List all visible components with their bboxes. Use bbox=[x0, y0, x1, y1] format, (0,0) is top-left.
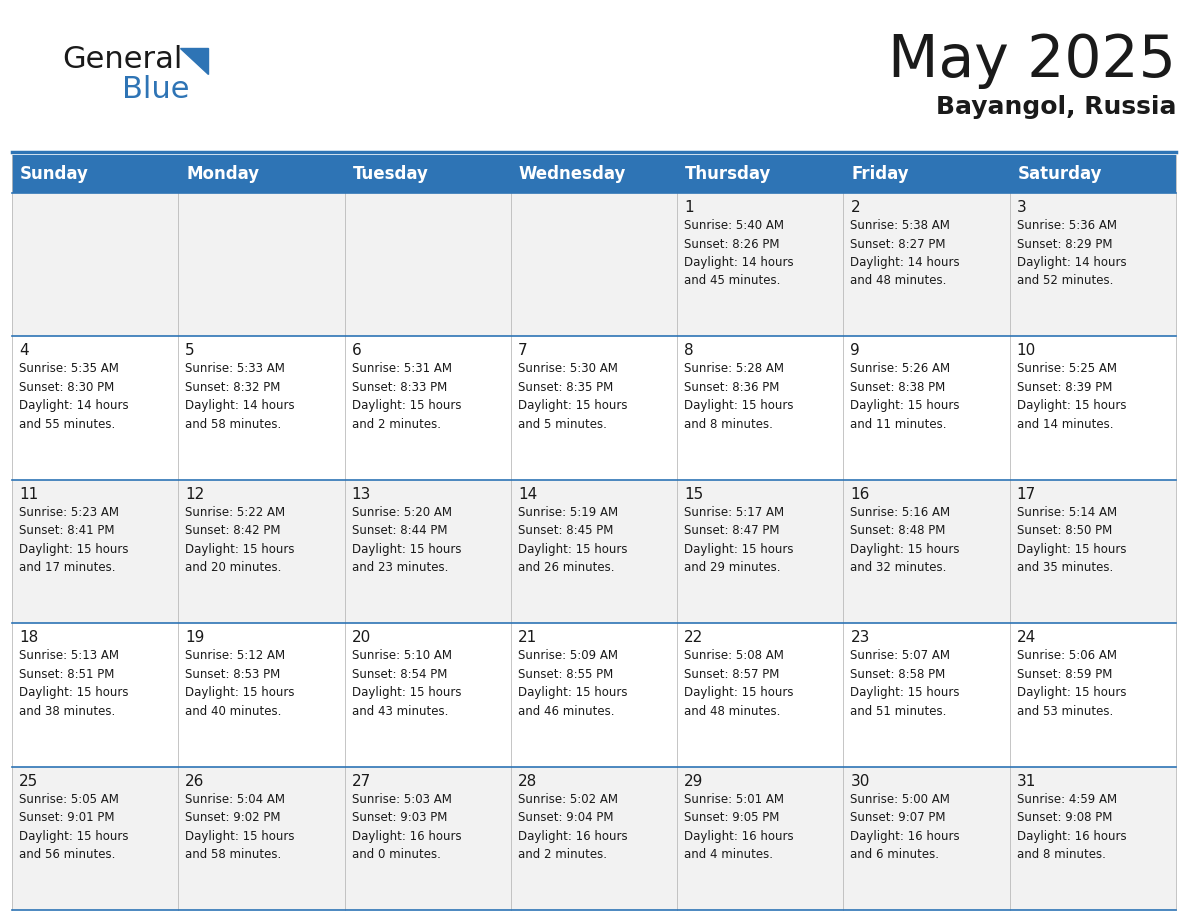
Text: Sunrise: 5:12 AM
Sunset: 8:53 PM
Daylight: 15 hours
and 40 minutes.: Sunrise: 5:12 AM Sunset: 8:53 PM Dayligh… bbox=[185, 649, 295, 718]
Text: 18: 18 bbox=[19, 630, 38, 645]
Text: Saturday: Saturday bbox=[1018, 165, 1102, 183]
Text: 27: 27 bbox=[352, 774, 371, 789]
Bar bbox=[12, 336, 1176, 480]
Text: 6: 6 bbox=[352, 343, 361, 358]
Text: Sunrise: 5:06 AM
Sunset: 8:59 PM
Daylight: 15 hours
and 53 minutes.: Sunrise: 5:06 AM Sunset: 8:59 PM Dayligh… bbox=[1017, 649, 1126, 718]
Text: Sunrise: 5:23 AM
Sunset: 8:41 PM
Daylight: 15 hours
and 17 minutes.: Sunrise: 5:23 AM Sunset: 8:41 PM Dayligh… bbox=[19, 506, 128, 575]
Text: Sunrise: 5:08 AM
Sunset: 8:57 PM
Daylight: 15 hours
and 48 minutes.: Sunrise: 5:08 AM Sunset: 8:57 PM Dayligh… bbox=[684, 649, 794, 718]
Text: Sunrise: 5:28 AM
Sunset: 8:36 PM
Daylight: 15 hours
and 8 minutes.: Sunrise: 5:28 AM Sunset: 8:36 PM Dayligh… bbox=[684, 363, 794, 431]
Text: 15: 15 bbox=[684, 487, 703, 502]
Text: 30: 30 bbox=[851, 774, 870, 789]
Text: 4: 4 bbox=[19, 343, 29, 358]
Text: Sunrise: 4:59 AM
Sunset: 9:08 PM
Daylight: 16 hours
and 8 minutes.: Sunrise: 4:59 AM Sunset: 9:08 PM Dayligh… bbox=[1017, 792, 1126, 861]
Text: 3: 3 bbox=[1017, 200, 1026, 215]
Polygon shape bbox=[181, 48, 208, 74]
Text: Sunrise: 5:13 AM
Sunset: 8:51 PM
Daylight: 15 hours
and 38 minutes.: Sunrise: 5:13 AM Sunset: 8:51 PM Dayligh… bbox=[19, 649, 128, 718]
Text: 13: 13 bbox=[352, 487, 371, 502]
Text: 10: 10 bbox=[1017, 343, 1036, 358]
Text: Blue: Blue bbox=[122, 75, 190, 104]
Text: Sunrise: 5:02 AM
Sunset: 9:04 PM
Daylight: 16 hours
and 2 minutes.: Sunrise: 5:02 AM Sunset: 9:04 PM Dayligh… bbox=[518, 792, 627, 861]
Bar bbox=[12, 155, 1176, 193]
Text: Sunrise: 5:04 AM
Sunset: 9:02 PM
Daylight: 15 hours
and 58 minutes.: Sunrise: 5:04 AM Sunset: 9:02 PM Dayligh… bbox=[185, 792, 295, 861]
Text: 9: 9 bbox=[851, 343, 860, 358]
Text: Bayangol, Russia: Bayangol, Russia bbox=[935, 95, 1176, 119]
Text: Sunrise: 5:07 AM
Sunset: 8:58 PM
Daylight: 15 hours
and 51 minutes.: Sunrise: 5:07 AM Sunset: 8:58 PM Dayligh… bbox=[851, 649, 960, 718]
Text: 5: 5 bbox=[185, 343, 195, 358]
Text: 11: 11 bbox=[19, 487, 38, 502]
Text: 29: 29 bbox=[684, 774, 703, 789]
Text: Sunrise: 5:26 AM
Sunset: 8:38 PM
Daylight: 15 hours
and 11 minutes.: Sunrise: 5:26 AM Sunset: 8:38 PM Dayligh… bbox=[851, 363, 960, 431]
Text: Friday: Friday bbox=[852, 165, 909, 183]
Text: Sunrise: 5:30 AM
Sunset: 8:35 PM
Daylight: 15 hours
and 5 minutes.: Sunrise: 5:30 AM Sunset: 8:35 PM Dayligh… bbox=[518, 363, 627, 431]
Text: Sunrise: 5:33 AM
Sunset: 8:32 PM
Daylight: 14 hours
and 58 minutes.: Sunrise: 5:33 AM Sunset: 8:32 PM Dayligh… bbox=[185, 363, 295, 431]
Text: 8: 8 bbox=[684, 343, 694, 358]
Text: Sunrise: 5:14 AM
Sunset: 8:50 PM
Daylight: 15 hours
and 35 minutes.: Sunrise: 5:14 AM Sunset: 8:50 PM Dayligh… bbox=[1017, 506, 1126, 575]
Text: 26: 26 bbox=[185, 774, 204, 789]
Text: 17: 17 bbox=[1017, 487, 1036, 502]
Bar bbox=[12, 767, 1176, 910]
Text: Sunrise: 5:31 AM
Sunset: 8:33 PM
Daylight: 15 hours
and 2 minutes.: Sunrise: 5:31 AM Sunset: 8:33 PM Dayligh… bbox=[352, 363, 461, 431]
Text: 28: 28 bbox=[518, 774, 537, 789]
Text: 24: 24 bbox=[1017, 630, 1036, 645]
Text: Tuesday: Tuesday bbox=[353, 165, 429, 183]
Bar bbox=[12, 480, 1176, 623]
Text: General: General bbox=[62, 45, 183, 74]
Text: Sunrise: 5:03 AM
Sunset: 9:03 PM
Daylight: 16 hours
and 0 minutes.: Sunrise: 5:03 AM Sunset: 9:03 PM Dayligh… bbox=[352, 792, 461, 861]
Text: 14: 14 bbox=[518, 487, 537, 502]
Text: Sunrise: 5:17 AM
Sunset: 8:47 PM
Daylight: 15 hours
and 29 minutes.: Sunrise: 5:17 AM Sunset: 8:47 PM Dayligh… bbox=[684, 506, 794, 575]
Bar bbox=[12, 193, 1176, 336]
Text: Wednesday: Wednesday bbox=[519, 165, 626, 183]
Text: Sunrise: 5:35 AM
Sunset: 8:30 PM
Daylight: 14 hours
and 55 minutes.: Sunrise: 5:35 AM Sunset: 8:30 PM Dayligh… bbox=[19, 363, 128, 431]
Text: 16: 16 bbox=[851, 487, 870, 502]
Text: May 2025: May 2025 bbox=[889, 32, 1176, 89]
Text: Sunrise: 5:10 AM
Sunset: 8:54 PM
Daylight: 15 hours
and 43 minutes.: Sunrise: 5:10 AM Sunset: 8:54 PM Dayligh… bbox=[352, 649, 461, 718]
Text: 25: 25 bbox=[19, 774, 38, 789]
Text: 31: 31 bbox=[1017, 774, 1036, 789]
Text: 7: 7 bbox=[518, 343, 527, 358]
Text: 21: 21 bbox=[518, 630, 537, 645]
Text: Sunrise: 5:16 AM
Sunset: 8:48 PM
Daylight: 15 hours
and 32 minutes.: Sunrise: 5:16 AM Sunset: 8:48 PM Dayligh… bbox=[851, 506, 960, 575]
Text: 1: 1 bbox=[684, 200, 694, 215]
Text: Sunrise: 5:05 AM
Sunset: 9:01 PM
Daylight: 15 hours
and 56 minutes.: Sunrise: 5:05 AM Sunset: 9:01 PM Dayligh… bbox=[19, 792, 128, 861]
Text: Monday: Monday bbox=[187, 165, 259, 183]
Text: 23: 23 bbox=[851, 630, 870, 645]
Text: 12: 12 bbox=[185, 487, 204, 502]
Text: Sunrise: 5:19 AM
Sunset: 8:45 PM
Daylight: 15 hours
and 26 minutes.: Sunrise: 5:19 AM Sunset: 8:45 PM Dayligh… bbox=[518, 506, 627, 575]
Text: Sunrise: 5:20 AM
Sunset: 8:44 PM
Daylight: 15 hours
and 23 minutes.: Sunrise: 5:20 AM Sunset: 8:44 PM Dayligh… bbox=[352, 506, 461, 575]
Bar bbox=[12, 623, 1176, 767]
Text: 22: 22 bbox=[684, 630, 703, 645]
Text: 2: 2 bbox=[851, 200, 860, 215]
Text: 19: 19 bbox=[185, 630, 204, 645]
Text: 20: 20 bbox=[352, 630, 371, 645]
Text: Sunrise: 5:00 AM
Sunset: 9:07 PM
Daylight: 16 hours
and 6 minutes.: Sunrise: 5:00 AM Sunset: 9:07 PM Dayligh… bbox=[851, 792, 960, 861]
Text: Thursday: Thursday bbox=[685, 165, 771, 183]
Text: Sunrise: 5:36 AM
Sunset: 8:29 PM
Daylight: 14 hours
and 52 minutes.: Sunrise: 5:36 AM Sunset: 8:29 PM Dayligh… bbox=[1017, 219, 1126, 287]
Text: Sunrise: 5:25 AM
Sunset: 8:39 PM
Daylight: 15 hours
and 14 minutes.: Sunrise: 5:25 AM Sunset: 8:39 PM Dayligh… bbox=[1017, 363, 1126, 431]
Text: Sunrise: 5:09 AM
Sunset: 8:55 PM
Daylight: 15 hours
and 46 minutes.: Sunrise: 5:09 AM Sunset: 8:55 PM Dayligh… bbox=[518, 649, 627, 718]
Text: Sunrise: 5:40 AM
Sunset: 8:26 PM
Daylight: 14 hours
and 45 minutes.: Sunrise: 5:40 AM Sunset: 8:26 PM Dayligh… bbox=[684, 219, 794, 287]
Text: Sunrise: 5:22 AM
Sunset: 8:42 PM
Daylight: 15 hours
and 20 minutes.: Sunrise: 5:22 AM Sunset: 8:42 PM Dayligh… bbox=[185, 506, 295, 575]
Text: Sunrise: 5:01 AM
Sunset: 9:05 PM
Daylight: 16 hours
and 4 minutes.: Sunrise: 5:01 AM Sunset: 9:05 PM Dayligh… bbox=[684, 792, 794, 861]
Text: Sunrise: 5:38 AM
Sunset: 8:27 PM
Daylight: 14 hours
and 48 minutes.: Sunrise: 5:38 AM Sunset: 8:27 PM Dayligh… bbox=[851, 219, 960, 287]
Text: Sunday: Sunday bbox=[20, 165, 89, 183]
